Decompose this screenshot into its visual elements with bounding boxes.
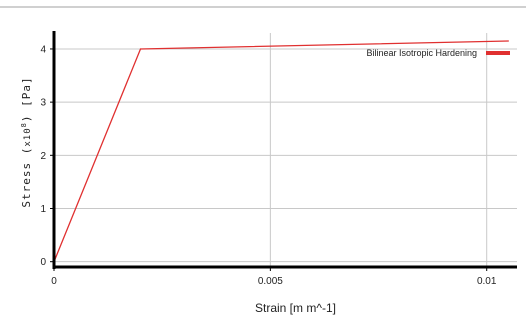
y-axis-title: Stress (x108) [Pa] — [20, 76, 33, 207]
axis-layer — [52, 31, 517, 269]
y-axis-title-prefix: Stress ( — [20, 147, 33, 208]
y-tick-label-2: 2 — [40, 151, 46, 162]
legend: Bilinear Isotropic Hardening — [366, 48, 510, 58]
x-tick-label-0: 0 — [51, 276, 57, 287]
panel-top-border — [0, 6, 526, 8]
y-tick-label-3: 3 — [40, 98, 46, 109]
series-0-point-2 — [507, 40, 509, 42]
y-axis-title-scale: x10 — [23, 127, 33, 146]
legend-label: Bilinear Isotropic Hardening — [366, 48, 477, 58]
series-line-0 — [53, 40, 509, 262]
x-tick-label-1: 0.005 — [258, 276, 283, 287]
y-axis-title-suffix: ) [Pa] — [20, 76, 33, 122]
series-0-point-1 — [139, 48, 142, 50]
y-axis-title-exponent: 8 — [20, 122, 28, 127]
x-axis-title: Strain [m m^-1] — [255, 301, 336, 315]
x-tick-label-2: 0.01 — [477, 276, 497, 287]
legend-swatch — [486, 51, 510, 55]
y-tick-label-1: 1 — [40, 204, 46, 215]
grid-layer — [53, 33, 517, 267]
y-tick-label-0: 0 — [40, 257, 46, 268]
tick-layer: 0 1 2 3 4 0 0.005 0.01 — [40, 44, 496, 287]
series-layer — [53, 40, 509, 263]
y-tick-label-4: 4 — [40, 44, 46, 55]
